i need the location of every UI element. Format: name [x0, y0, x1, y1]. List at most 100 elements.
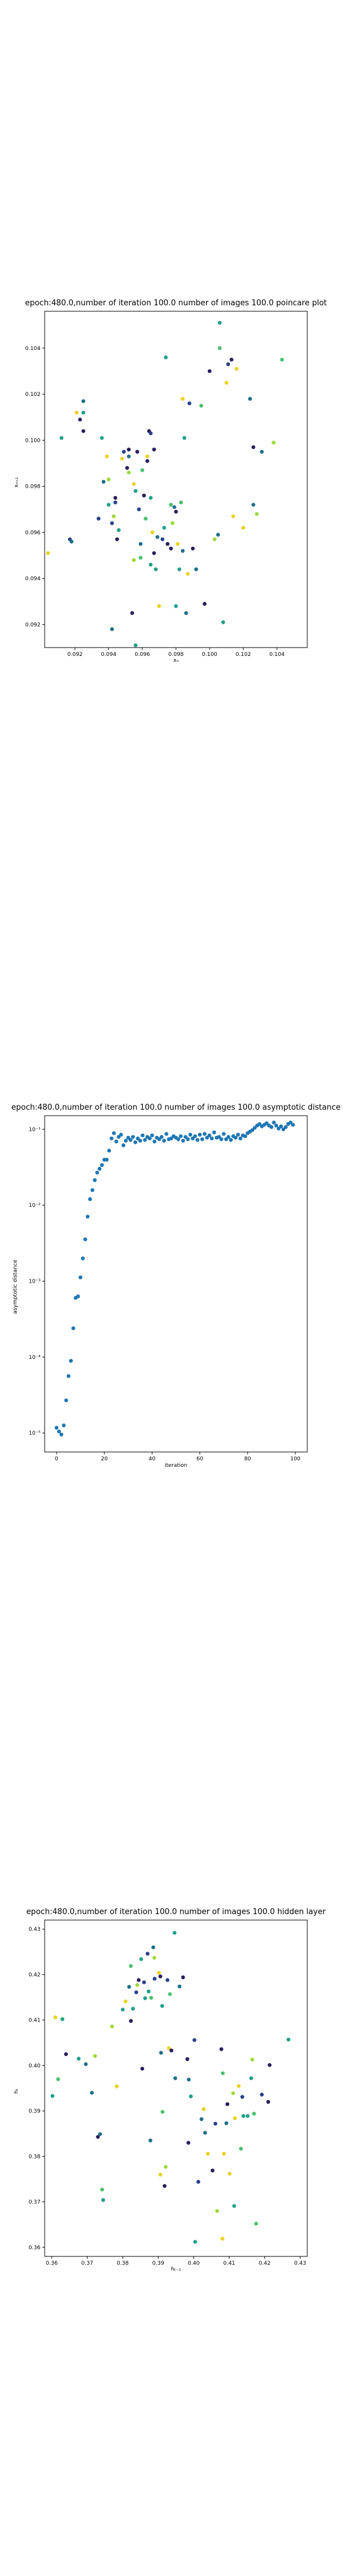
- scatter-point: [254, 2222, 258, 2225]
- asymptotic-distance-panel: epoch:480.0,number of iteration 100.0 nu…: [11, 1103, 341, 1469]
- scatter-point: [95, 1171, 99, 1174]
- scatter-point: [202, 1132, 206, 1135]
- scatter-point: [143, 1138, 146, 1142]
- y-tick-label: 0.38: [29, 2154, 40, 2160]
- scatter-point: [69, 1359, 73, 1363]
- scatter-point: [71, 1326, 75, 1330]
- poincare-plot-title: epoch:480.0,number of iteration 100.0 nu…: [25, 299, 327, 308]
- scatter-point: [194, 568, 198, 571]
- scatter-point: [142, 494, 146, 497]
- scatter-point: [220, 1137, 223, 1141]
- x-tick-label: 0.42: [258, 2261, 270, 2267]
- scatter-point: [169, 547, 173, 550]
- scatter-point: [251, 503, 255, 506]
- y-tick-label: 0.39: [29, 2109, 40, 2114]
- scatter-point: [220, 2047, 223, 2051]
- scatter-point: [139, 1957, 143, 1961]
- x-tick-label: 0.36: [46, 2261, 58, 2267]
- scatter-point: [114, 1140, 118, 1143]
- scatter-point: [129, 1964, 133, 1968]
- scatter-point: [161, 537, 164, 541]
- scatter-point: [83, 1237, 87, 1241]
- y-tick-label: 10⁻⁵: [29, 1431, 40, 1436]
- y-tick-label: 0.36: [29, 2245, 40, 2251]
- scatter-point: [54, 2015, 57, 2019]
- x-tick-label: 0.41: [223, 2261, 235, 2267]
- scatter-point: [81, 1256, 85, 1260]
- scatter-point: [127, 1985, 131, 1989]
- scatter-point: [91, 1188, 94, 1192]
- x-tick-label: 40: [149, 1456, 156, 1462]
- y-tick-label: 10⁻⁴: [29, 1355, 40, 1361]
- scatter-point: [135, 1990, 138, 1994]
- scatter-point: [98, 1167, 101, 1171]
- x-tick-label: 100: [290, 1456, 300, 1462]
- scatter-point: [251, 445, 255, 449]
- scatter-point: [145, 454, 149, 458]
- scatter-point: [146, 1990, 150, 1993]
- scatter-point: [248, 397, 252, 401]
- scatter-point: [77, 2057, 80, 2060]
- scatter-point: [173, 505, 176, 509]
- scatter-point: [250, 2058, 254, 2061]
- scatter-point: [160, 1135, 163, 1138]
- scatter-point: [107, 478, 110, 481]
- scatter-point: [90, 2091, 93, 2094]
- scatter-point: [96, 517, 100, 521]
- scatter-point: [152, 551, 156, 555]
- scatter-point: [105, 1158, 108, 1162]
- y-tick-label: 10⁻²: [29, 1203, 40, 1209]
- scatter-point: [105, 454, 108, 458]
- scatter-point: [129, 1138, 132, 1142]
- scatter-point: [275, 1123, 278, 1127]
- scatter-point: [198, 1133, 201, 1137]
- scatter-point: [142, 1980, 146, 1984]
- scatter-point: [121, 1144, 125, 1147]
- scatter-point: [179, 1134, 182, 1138]
- scatter-point: [168, 1992, 172, 1996]
- hidden-layer-xlabel: hₜ₋₁: [171, 2267, 181, 2272]
- scatter-point: [84, 2062, 88, 2066]
- scatter-point: [134, 643, 138, 647]
- hidden-layer-ylabel: hₜ: [14, 2088, 20, 2094]
- scatter-point: [112, 1131, 116, 1135]
- scatter-point: [127, 448, 130, 451]
- scatter-point: [266, 2100, 270, 2104]
- x-tick-label: 0.102: [236, 652, 251, 658]
- scatter-point: [100, 1163, 104, 1167]
- scatter-point: [222, 2152, 226, 2156]
- scatter-point: [117, 528, 120, 532]
- x-tick-label: 60: [197, 1456, 204, 1462]
- y-tick-label: 0.37: [29, 2200, 40, 2206]
- y-tick-label: 0.102: [25, 392, 40, 398]
- scatter-point: [239, 1137, 242, 1140]
- scatter-point: [176, 1137, 180, 1141]
- scatter-point: [169, 503, 173, 506]
- y-tick-label: 0.104: [25, 346, 40, 352]
- scatter-point: [179, 500, 183, 504]
- poincare-plot-xlabel: xₙ: [173, 658, 179, 664]
- scatter-point: [235, 367, 238, 370]
- scatter-point: [130, 611, 134, 615]
- scatter-point: [135, 1983, 139, 1987]
- hidden-layer-frame: [45, 1920, 307, 2256]
- scatter-point: [82, 400, 85, 403]
- scatter-point: [114, 500, 117, 504]
- scatter-point: [93, 1178, 96, 1182]
- scatter-point: [157, 1971, 161, 1974]
- scatter-point: [88, 1197, 92, 1201]
- scatter-point: [110, 521, 114, 525]
- scatter-point: [192, 2038, 196, 2042]
- scatter-point: [202, 2107, 205, 2111]
- scatter-point: [255, 512, 258, 516]
- poincare-plot-panel: epoch:480.0,number of iteration 100.0 nu…: [14, 299, 327, 664]
- scatter-point: [119, 1133, 123, 1137]
- y-tick-label: 0.42: [29, 1972, 40, 1978]
- scatter-point: [227, 1135, 230, 1138]
- scatter-point: [75, 411, 79, 414]
- scatter-point: [132, 482, 136, 486]
- scatter-point: [98, 2132, 102, 2136]
- scatter-point: [231, 2091, 235, 2095]
- scatter-point: [159, 2051, 163, 2054]
- scatter-point: [114, 496, 117, 500]
